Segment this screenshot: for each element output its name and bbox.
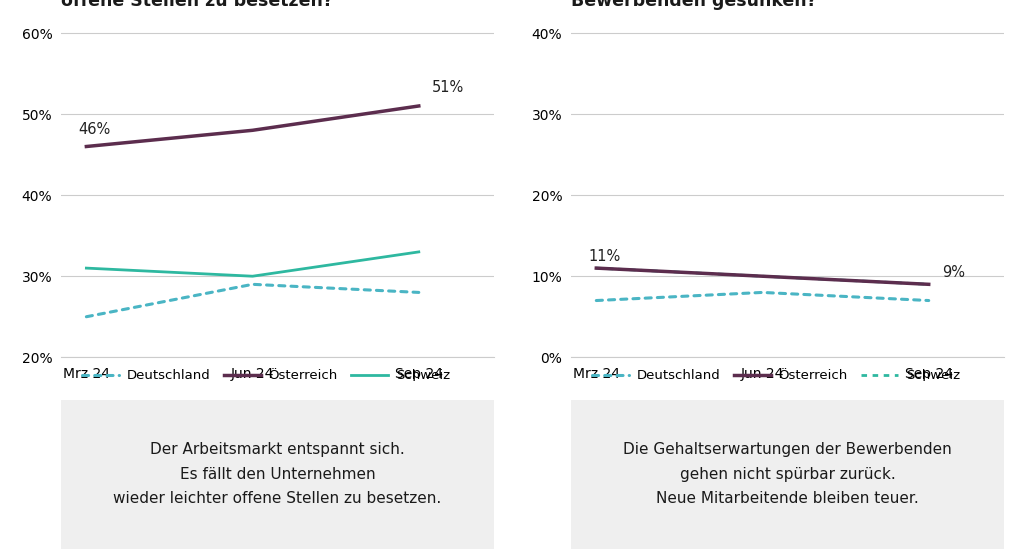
Text: Der Arbeitsmarkt entspannt sich.
Es fällt den Unternehmen
wieder leichter offene: Der Arbeitsmarkt entspannt sich. Es fäll… bbox=[114, 442, 441, 506]
Text: Die Gehaltserwartungen der Bewerbenden
gehen nicht spürbar zurück.
Neue Mitarbei: Die Gehaltserwartungen der Bewerbenden g… bbox=[623, 442, 952, 506]
Text: 11%: 11% bbox=[588, 249, 621, 264]
Legend: Deutschland, Österreich, Schweiz: Deutschland, Österreich, Schweiz bbox=[587, 364, 966, 388]
Text: 51%: 51% bbox=[432, 81, 464, 95]
Text: 46%: 46% bbox=[78, 122, 111, 137]
Text: Sind die Gehaltserwartungen der
Bewerbenden gesunken?: Sind die Gehaltserwartungen der Bewerben… bbox=[571, 0, 897, 10]
Text: Fällt es heute leichter als vor einem Jahr,
offene Stellen zu besetzen?: Fällt es heute leichter als vor einem Ja… bbox=[61, 0, 464, 10]
Legend: Deutschland, Österreich, Schweiz: Deutschland, Österreich, Schweiz bbox=[77, 364, 456, 388]
Text: 9%: 9% bbox=[942, 265, 965, 280]
